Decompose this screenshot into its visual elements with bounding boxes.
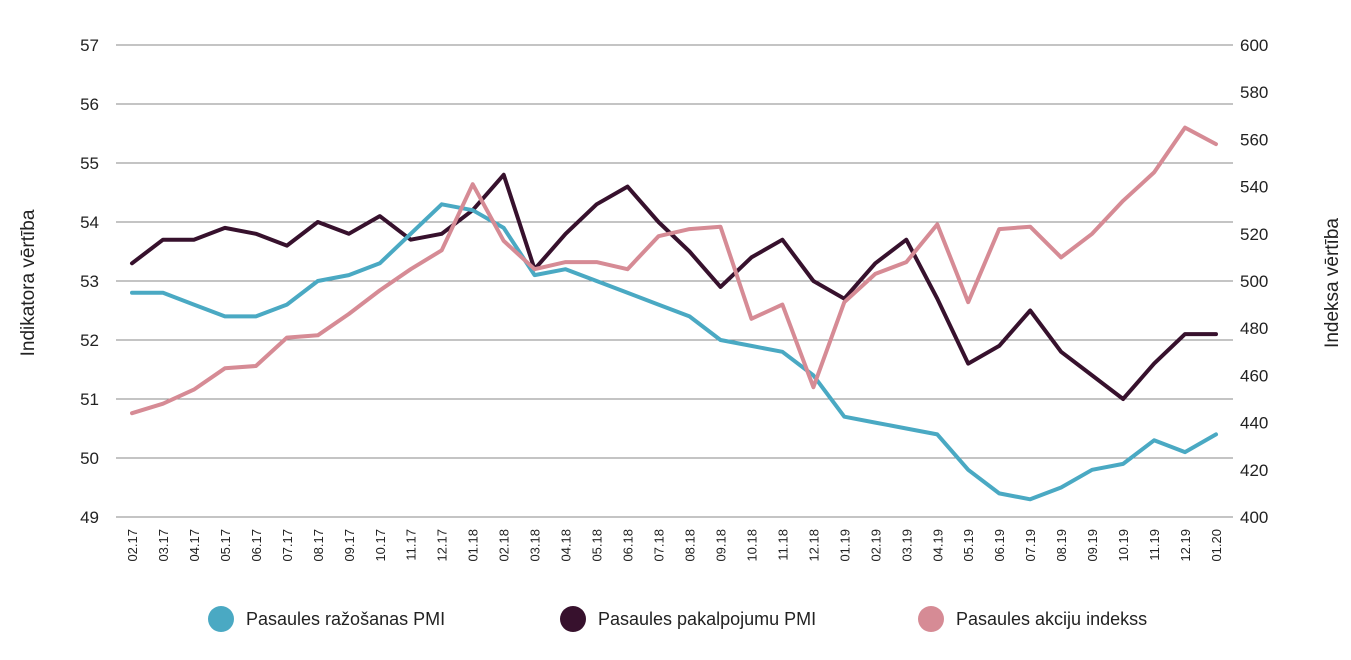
x-tick-label: 05.18: [590, 529, 605, 562]
x-tick-label: 04.18: [559, 529, 574, 562]
right-tick-label: 520: [1240, 225, 1268, 244]
x-axis-ticks: 02.17 03.17 04.17 05.17 06.17 07.17 08.17 09.17…: [125, 529, 1224, 562]
x-tick-label: 12.18: [806, 529, 821, 562]
chart: 49 50 51 52 53 54 55 56 57 400 420 440 460 480 500 520…: [18, 36, 1343, 562]
x-tick-label: 04.17: [187, 529, 202, 562]
legend-marker: [560, 606, 586, 632]
x-tick-label: 10.19: [1116, 529, 1131, 562]
right-tick-label: 460: [1240, 366, 1268, 385]
left-tick-label: 54: [80, 213, 99, 232]
left-tick-label: 55: [80, 154, 99, 173]
right-tick-label: 540: [1240, 178, 1268, 197]
x-tick-label: 08.18: [682, 529, 697, 562]
x-tick-label: 07.18: [652, 529, 667, 562]
x-tick-label: 02.17: [125, 529, 140, 562]
x-tick-label: 02.19: [868, 529, 883, 562]
x-tick-label: 11.17: [404, 529, 419, 561]
gridlines: [116, 44, 1233, 518]
left-tick-label: 50: [80, 449, 99, 468]
x-tick-label: 03.19: [899, 529, 914, 562]
left-tick-label: 51: [80, 390, 99, 409]
left-tick-label: 53: [80, 272, 99, 291]
x-tick-label: 08.17: [311, 529, 326, 562]
x-tick-label: 03.18: [528, 529, 543, 562]
right-tick-label: 480: [1240, 319, 1268, 338]
x-tick-label: 05.19: [961, 529, 976, 562]
x-tick-label: 02.18: [497, 529, 512, 562]
series-line-2: [130, 125, 1218, 416]
left-tick-label: 52: [80, 331, 99, 350]
legend: Pasaules ražošanas PMI Pasaules pakalpoj…: [0, 606, 1351, 636]
x-tick-label: 07.19: [1023, 529, 1038, 562]
x-tick-label: 03.17: [156, 529, 171, 562]
left-tick-label: 56: [80, 95, 99, 114]
x-tick-label: 07.17: [280, 529, 295, 562]
x-tick-label: 12.17: [435, 529, 450, 562]
x-tick-label: 11.18: [775, 529, 790, 561]
right-axis-ticks: 400 420 440 460 480 500 520 540 560 580 600: [1240, 36, 1268, 527]
right-tick-label: 560: [1240, 130, 1268, 149]
x-tick-label: 11.19: [1147, 529, 1162, 561]
right-tick-label: 440: [1240, 414, 1268, 433]
legend-marker: [208, 606, 234, 632]
x-tick-label: 06.18: [621, 529, 636, 562]
x-tick-label: 06.19: [992, 529, 1007, 562]
legend-label: Pasaules pakalpojumu PMI: [598, 608, 817, 629]
right-tick-label: 420: [1240, 461, 1268, 480]
right-tick-label: 400: [1240, 508, 1268, 527]
x-tick-label: 06.17: [249, 529, 264, 562]
legend-item-manufacturing-pmi: Pasaules ražošanas PMI: [208, 606, 445, 632]
legend-item-services-pmi: Pasaules pakalpojumu PMI: [560, 606, 816, 632]
x-tick-label: 01.18: [466, 529, 481, 562]
x-tick-label: 12.19: [1178, 529, 1193, 562]
right-tick-label: 600: [1240, 36, 1268, 55]
legend-marker: [918, 606, 944, 632]
left-axis-ticks: 49 50 51 52 53 54 55 56 57: [80, 36, 99, 527]
right-tick-label: 580: [1240, 83, 1268, 102]
legend-label: Pasaules ražošanas PMI: [246, 608, 446, 629]
x-tick-label: 09.17: [342, 529, 357, 562]
series-line-0: [130, 202, 1218, 502]
x-tick-label: 09.18: [713, 529, 728, 562]
series-line-1: [130, 172, 1218, 401]
x-tick-label: 05.17: [218, 529, 233, 562]
x-tick-label: 10.18: [744, 529, 759, 562]
x-tick-label: 08.19: [1054, 529, 1069, 562]
legend-label: Pasaules akciju indekss: [956, 608, 1148, 629]
series-lines: [130, 125, 1218, 502]
x-tick-label: 09.19: [1085, 529, 1100, 562]
right-axis-title: Indeksa vērtība: [1322, 218, 1343, 348]
legend-item-stock-index: Pasaules akciju indekss: [918, 606, 1147, 632]
x-tick-label: 10.17: [373, 529, 388, 562]
x-tick-label: 01.20: [1209, 529, 1224, 562]
left-axis-title: Indikatora vērtība: [18, 209, 39, 356]
left-tick-label: 49: [80, 508, 99, 527]
x-tick-label: 01.19: [837, 529, 852, 562]
left-tick-label: 57: [80, 36, 99, 55]
x-tick-label: 04.19: [930, 529, 945, 562]
right-tick-label: 500: [1240, 272, 1268, 291]
